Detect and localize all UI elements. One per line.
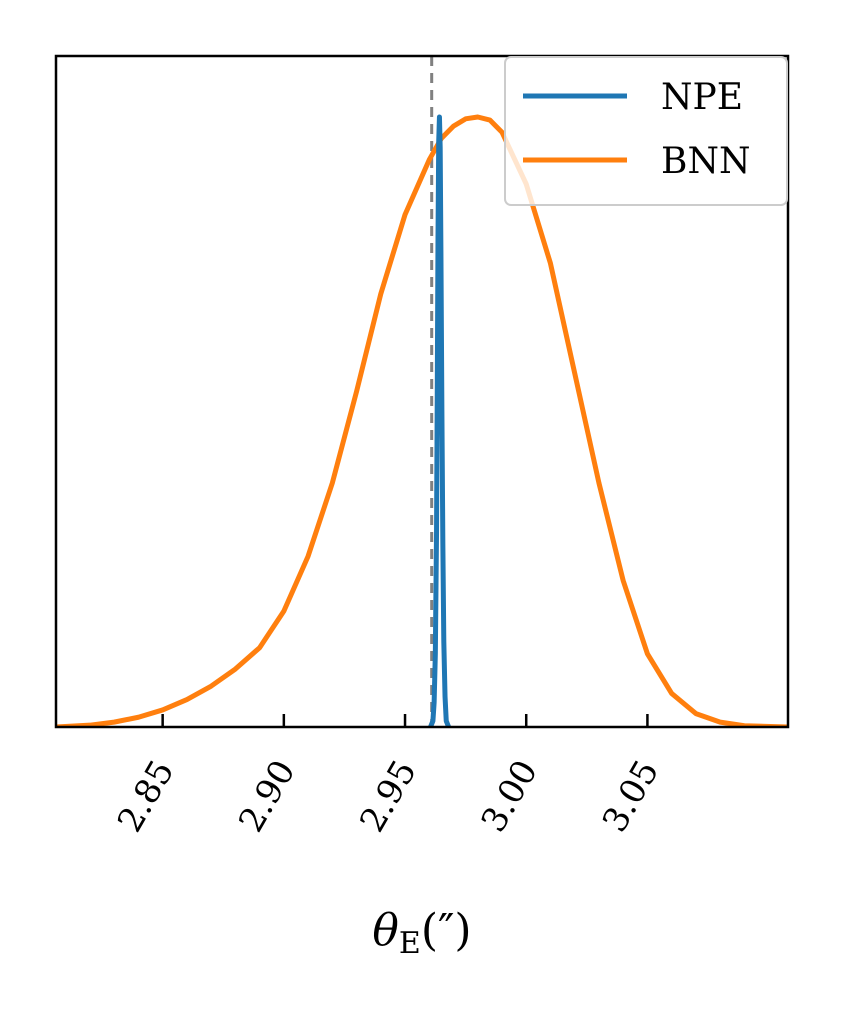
series-line-bnn	[56, 114, 788, 727]
legend-label-bnn: BNN	[661, 141, 750, 182]
x-axis-ticks: 2.85 2.90 2.95 3.00 3.05	[110, 714, 667, 839]
x-axis-label-symbol: θ	[372, 905, 399, 956]
plot-frame	[54, 54, 790, 729]
x-tick-label: 2.85	[110, 754, 182, 840]
x-tick-label: 2.90	[231, 754, 303, 840]
x-tick-label: 2.95	[352, 754, 424, 840]
plot-series	[56, 56, 788, 727]
legend-box	[504, 56, 788, 206]
series-line-npe	[427, 114, 452, 727]
legend-label-npe: NPE	[661, 77, 743, 118]
x-axis-label: θE(″)	[372, 905, 471, 961]
x-tick-label: 3.05	[595, 754, 667, 840]
legend: NPE BNN	[504, 56, 788, 206]
x-axis-label-subscript: E	[399, 926, 421, 961]
x-axis-label-unit: (″)	[421, 905, 472, 956]
x-tick-label: 3.00	[474, 754, 546, 840]
